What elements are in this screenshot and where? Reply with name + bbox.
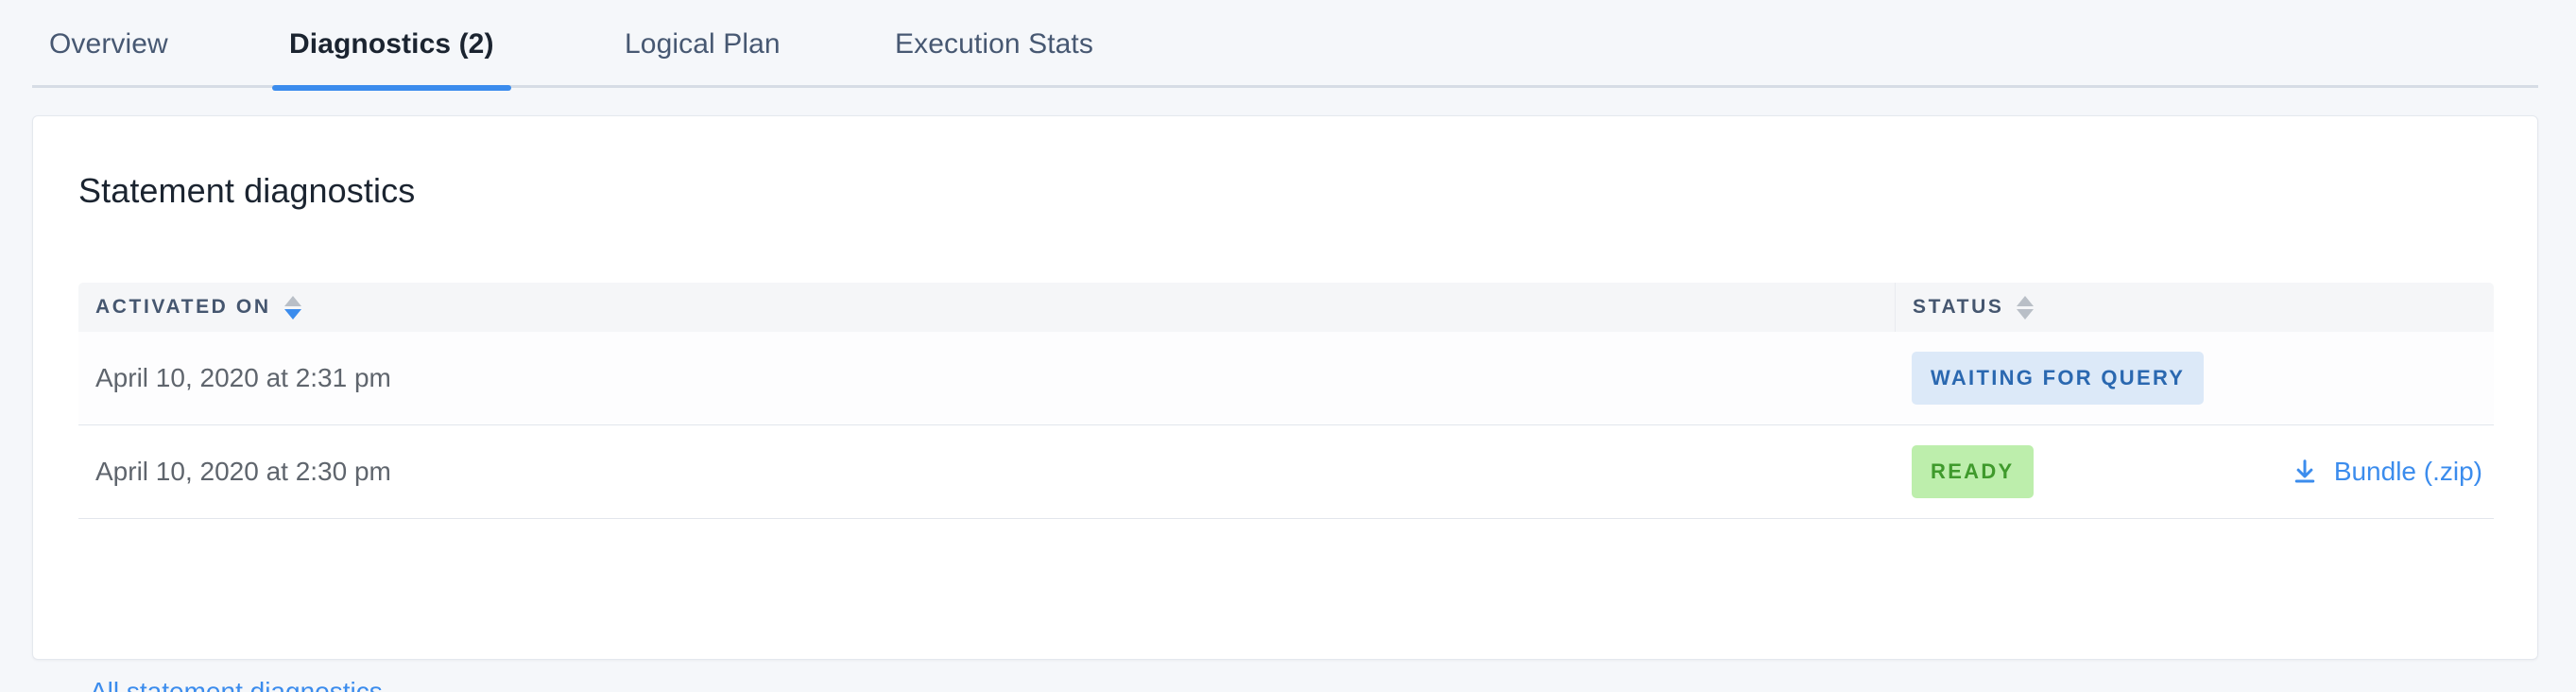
table-row[interactable]: April 10, 2020 at 2:30 pm READY Bundle (… bbox=[78, 425, 2494, 519]
sort-desc-icon bbox=[2017, 308, 2035, 320]
tab-diagnostics[interactable]: Diagnostics (2) bbox=[272, 0, 511, 91]
sort-triangles-icon[interactable] bbox=[2017, 295, 2035, 320]
sort-desc-icon bbox=[283, 308, 301, 320]
cell-activated-on: April 10, 2020 at 2:31 pm bbox=[95, 363, 391, 392]
tab-execution-stats[interactable]: Execution Stats bbox=[878, 0, 1110, 88]
tab-bar: Overview Diagnostics (2) Logical Plan Ex… bbox=[32, 0, 2538, 91]
status-badge: READY bbox=[1912, 445, 2034, 498]
tab-label: Overview bbox=[49, 27, 168, 60]
tab-label: Diagnostics (2) bbox=[289, 27, 494, 60]
sort-asc-icon bbox=[283, 295, 301, 306]
status-badge: WAITING FOR QUERY bbox=[1912, 352, 2205, 405]
table-header-row: ACTIVATED ON STATUS bbox=[78, 283, 2494, 332]
cell-activated-on: April 10, 2020 at 2:30 pm bbox=[95, 457, 391, 486]
download-icon bbox=[2291, 458, 2319, 486]
cell-status: WAITING FOR QUERY bbox=[1895, 352, 2494, 405]
all-statement-diagnostics-link[interactable]: All statement diagnostics bbox=[90, 677, 383, 692]
cell-status: READY Bundle (.zip) bbox=[1895, 445, 2494, 498]
sort-triangles-icon[interactable] bbox=[283, 295, 301, 320]
statement-diagnostics-card: Statement diagnostics ACTIVATED ON STATU… bbox=[32, 115, 2538, 692]
column-header-status[interactable]: STATUS bbox=[1895, 283, 2494, 332]
bundle-download-link[interactable]: Bundle (.zip) bbox=[2291, 457, 2482, 487]
diagnostics-table: ACTIVATED ON STATUS April 10, 2020 at bbox=[78, 283, 2494, 519]
tab-logical-plan[interactable]: Logical Plan bbox=[608, 0, 798, 88]
tab-overview[interactable]: Overview bbox=[32, 0, 185, 88]
tab-label: Execution Stats bbox=[895, 27, 1093, 60]
column-header-label: STATUS bbox=[1913, 296, 2004, 318]
bundle-link-label: Bundle (.zip) bbox=[2333, 457, 2482, 486]
tab-label: Logical Plan bbox=[625, 27, 781, 60]
column-header-activated-on[interactable]: ACTIVATED ON bbox=[78, 283, 1895, 332]
table-row[interactable]: April 10, 2020 at 2:31 pm WAITING FOR QU… bbox=[78, 332, 2494, 425]
column-header-label: ACTIVATED ON bbox=[95, 296, 271, 318]
page-title: Statement diagnostics bbox=[78, 171, 416, 210]
sort-asc-icon bbox=[2017, 295, 2035, 306]
